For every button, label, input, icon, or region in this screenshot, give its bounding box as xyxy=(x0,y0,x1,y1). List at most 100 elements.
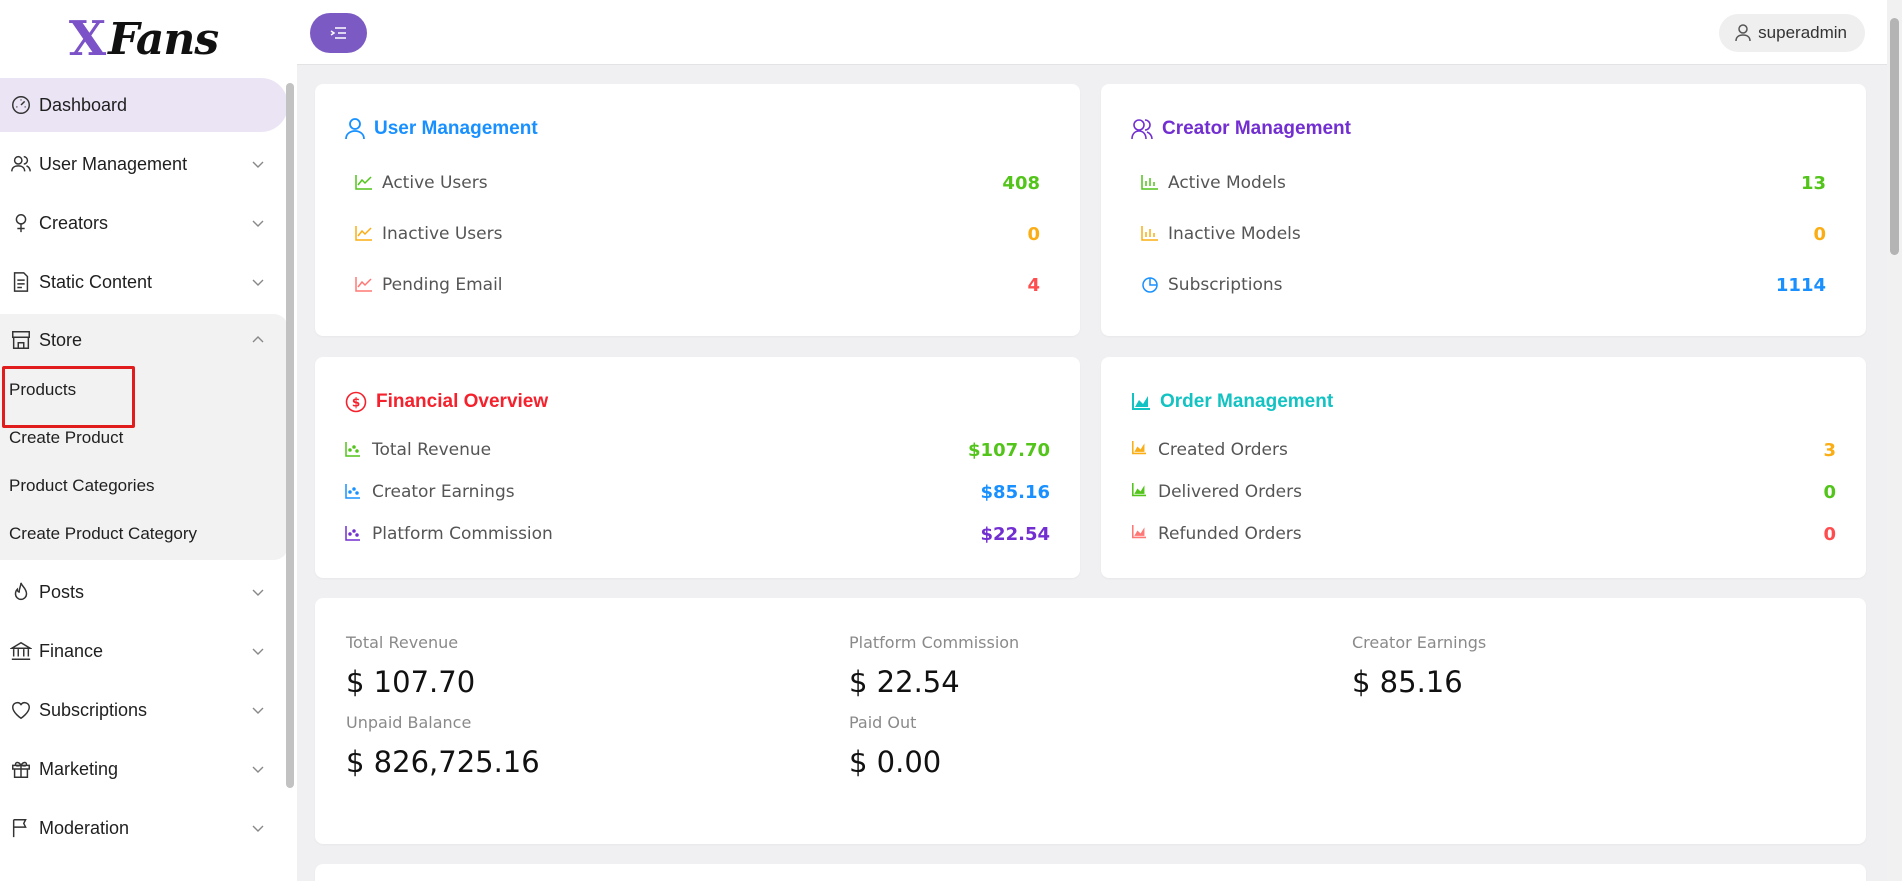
stat-row-inactive-users: Inactive Users 0 xyxy=(355,219,1040,249)
stat-label: Creator Earnings xyxy=(372,482,515,502)
creator-management-card: Creator Management Active Models 13 Inac… xyxy=(1101,84,1866,336)
stat-row-delivered-orders: Delivered Orders 0 xyxy=(1131,477,1836,507)
card-title-text: Financial Overview xyxy=(376,391,549,412)
sidebar-item-label: Finance xyxy=(39,640,104,661)
finance-summary-card: Total Revenue $ 107.70 Platform Commissi… xyxy=(315,598,1866,844)
heart-icon xyxy=(9,698,33,722)
stat-value: 408 xyxy=(1002,172,1040,194)
stat-value: 0 xyxy=(1813,223,1826,245)
stat-value: 0 xyxy=(1823,481,1836,503)
area-chart-icon xyxy=(1132,393,1150,410)
sidebar-subitem-create-product[interactable]: Create Product xyxy=(9,428,124,447)
store-group: Store Products Create Product Product Ca… xyxy=(0,314,288,560)
bank-icon xyxy=(9,639,33,663)
logo-word: Fans xyxy=(108,13,219,65)
sidebar-subitem-create-product-category[interactable]: Create Product Category xyxy=(9,524,198,543)
card-title-text: User Management xyxy=(374,118,538,139)
team-icon xyxy=(1131,119,1153,140)
order-management-card: Order Management Created Orders 3 Delive… xyxy=(1101,357,1866,578)
page-scrollbar-thumb[interactable] xyxy=(1890,18,1899,255)
dot-chart-icon xyxy=(345,525,363,543)
stat-row-pending-email: Pending Email 4 xyxy=(355,270,1040,300)
stat-value: $22.54 xyxy=(980,523,1050,545)
dashboard-gauge-icon xyxy=(9,93,33,117)
card-title-text: Order Management xyxy=(1160,391,1334,412)
sidebar-subitem-product-categories[interactable]: Product Categories xyxy=(9,476,155,495)
sidebar: X Fans Dashboard User Management Creator… xyxy=(0,0,297,881)
chevron-down-icon xyxy=(250,702,266,718)
stat-label: Inactive Models xyxy=(1168,224,1301,244)
stat-label: Delivered Orders xyxy=(1158,482,1302,502)
stat-value: 0 xyxy=(1027,223,1040,245)
summary-label-total-revenue: Total Revenue xyxy=(346,633,459,652)
sidebar-scrollbar[interactable] xyxy=(286,83,294,788)
document-icon xyxy=(9,270,33,294)
line-chart-icon xyxy=(355,225,373,243)
stat-label: Refunded Orders xyxy=(1158,524,1302,544)
stat-row-creator-earnings: Creator Earnings $85.16 xyxy=(345,477,1050,507)
stat-value: 1114 xyxy=(1775,274,1826,296)
summary-value-unpaid-balance: $ 826,725.16 xyxy=(346,745,540,779)
line-chart-icon xyxy=(355,276,373,294)
stat-label: Created Orders xyxy=(1158,440,1288,460)
sidebar-item-label: User Management xyxy=(39,153,188,174)
sidebar-item-label: Creators xyxy=(39,212,109,233)
sidebar-item-label: Subscriptions xyxy=(39,699,148,720)
area-chart-icon xyxy=(1131,525,1149,543)
chevron-down-icon xyxy=(250,274,266,290)
dot-chart-icon xyxy=(345,483,363,501)
stat-label: Subscriptions xyxy=(1168,275,1283,295)
sidebar-item-label: Dashboard xyxy=(39,94,128,115)
sidebar-item-label: Posts xyxy=(39,581,85,602)
stat-row-active-users: Active Users 408 xyxy=(355,168,1040,198)
sidebar-item-dashboard[interactable]: Dashboard xyxy=(0,78,288,132)
sidebar-item-marketing[interactable]: Marketing xyxy=(0,742,288,796)
sidebar-item-label: Store xyxy=(39,329,83,350)
chevron-up-icon xyxy=(250,332,266,348)
financial-overview-card: $ Financial Overview Total Revenue $107.… xyxy=(315,357,1080,578)
page-scrollbar[interactable] xyxy=(1887,0,1902,881)
gift-icon xyxy=(9,757,33,781)
summary-value-total-revenue: $ 107.70 xyxy=(346,665,476,699)
card-title: User Management xyxy=(345,118,538,140)
stat-label: Inactive Users xyxy=(382,224,503,244)
sidebar-item-store[interactable]: Store xyxy=(0,314,288,366)
dot-chart-icon xyxy=(345,441,363,459)
fire-icon xyxy=(9,580,33,604)
card-title: Order Management xyxy=(1131,391,1333,413)
sidebar-item-user-management[interactable]: User Management xyxy=(0,137,288,191)
sidebar-item-label: Moderation xyxy=(39,817,130,838)
sidebar-item-subscriptions[interactable]: Subscriptions xyxy=(0,683,288,737)
top-bar: superadmin xyxy=(297,0,1887,65)
sidebar-item-creators[interactable]: Creators xyxy=(0,196,288,250)
chevron-down-icon xyxy=(250,820,266,836)
pie-chart-icon xyxy=(1141,276,1159,294)
sidebar-subitem-products[interactable]: Products xyxy=(0,366,288,428)
stat-row-total-revenue: Total Revenue $107.70 xyxy=(345,435,1050,465)
stat-value: $85.16 xyxy=(980,481,1050,503)
next-card-partial xyxy=(315,864,1866,881)
line-chart-icon xyxy=(355,174,373,192)
logo-mark: X xyxy=(68,11,107,67)
chevron-down-icon xyxy=(250,156,266,172)
menu-toggle-button[interactable] xyxy=(310,13,367,53)
sidebar-item-finance[interactable]: Finance xyxy=(0,624,288,678)
summary-value-creator-earnings: $ 85.16 xyxy=(1352,665,1463,699)
stat-label: Total Revenue xyxy=(372,440,492,460)
user-menu[interactable]: superadmin xyxy=(1719,14,1865,52)
dollar-circle-icon: $ xyxy=(345,391,367,413)
app-logo[interactable]: X Fans xyxy=(0,0,297,78)
sidebar-item-static-content[interactable]: Static Content xyxy=(0,255,288,309)
stat-label: Platform Commission xyxy=(372,524,553,544)
stat-label: Active Models xyxy=(1168,173,1286,193)
card-title: Creator Management xyxy=(1131,118,1351,140)
chevron-down-icon xyxy=(250,643,266,659)
stat-row-created-orders: Created Orders 3 xyxy=(1131,435,1836,465)
chevron-down-icon xyxy=(250,584,266,600)
stat-value: 4 xyxy=(1027,274,1040,296)
stat-row-inactive-models: Inactive Models 0 xyxy=(1141,219,1826,249)
sidebar-item-posts[interactable]: Posts xyxy=(0,565,288,619)
svg-text:$: $ xyxy=(352,396,360,410)
sidebar-item-moderation[interactable]: Moderation xyxy=(0,801,288,855)
sidebar-item-label: Static Content xyxy=(39,271,153,292)
